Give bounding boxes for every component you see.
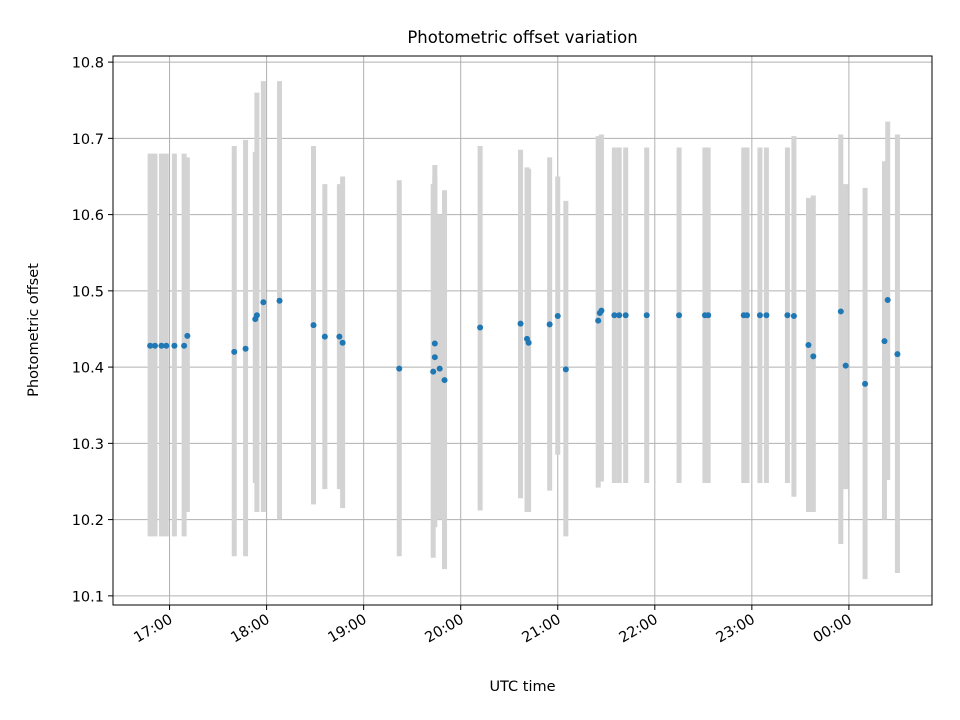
y-tick-label: 10.1 [72,589,104,605]
data-point [242,345,249,352]
y-tick-label: 10.8 [72,56,104,72]
data-point [477,324,484,331]
data-point [276,297,283,304]
data-point [884,297,891,303]
data-point [253,312,260,319]
data-point [676,312,683,319]
data-point [158,342,165,349]
data-point [151,342,158,349]
data-point [430,368,437,375]
data-point [436,365,443,372]
data-points [147,297,901,387]
data-point [554,313,561,320]
data-point [743,312,750,319]
data-point [611,312,618,319]
y-tick-label: 10.7 [72,132,104,148]
y-tick-label: 10.4 [72,361,104,377]
data-point [163,342,170,349]
data-point [431,340,438,347]
data-point [525,339,532,346]
x-axis-label: UTC time [489,679,555,695]
data-point [431,354,438,361]
data-point [894,351,901,358]
data-point [441,377,448,384]
data-point [171,342,178,349]
data-point [184,332,191,339]
data-point [339,339,346,346]
data-point [147,342,154,349]
data-point [756,312,763,319]
data-point [336,333,343,340]
data-point [784,312,791,319]
data-point [546,321,553,328]
y-tick-label: 10.3 [72,437,104,453]
data-point [643,312,650,319]
data-point [562,366,569,373]
y-axis: 10.1 10.2 10.3 10.4 10.5 10.6 10.7 10.8 [72,56,113,605]
data-point [881,338,888,345]
data-point [517,320,524,327]
data-point [810,353,817,360]
data-point [260,299,267,306]
data-point [231,348,238,355]
chart-title: Photometric offset variation [407,28,637,47]
y-tick-label: 10.2 [72,513,104,529]
y-axis-label: Photometric offset [26,263,42,397]
data-point [790,313,797,320]
data-point [321,333,328,340]
data-point [622,312,629,319]
plot-frame [112,55,933,606]
data-point [763,312,770,319]
data-point [396,365,403,372]
y-tick-label: 10.6 [72,208,104,224]
data-point [842,362,849,369]
data-point [310,322,317,329]
data-point [805,341,812,348]
data-point [837,308,844,315]
data-point [705,312,712,319]
data-point [598,307,605,314]
data-point [862,380,869,387]
data-point [616,312,623,319]
data-point [595,317,602,324]
data-point [181,342,188,349]
y-tick-label: 10.5 [72,284,104,300]
